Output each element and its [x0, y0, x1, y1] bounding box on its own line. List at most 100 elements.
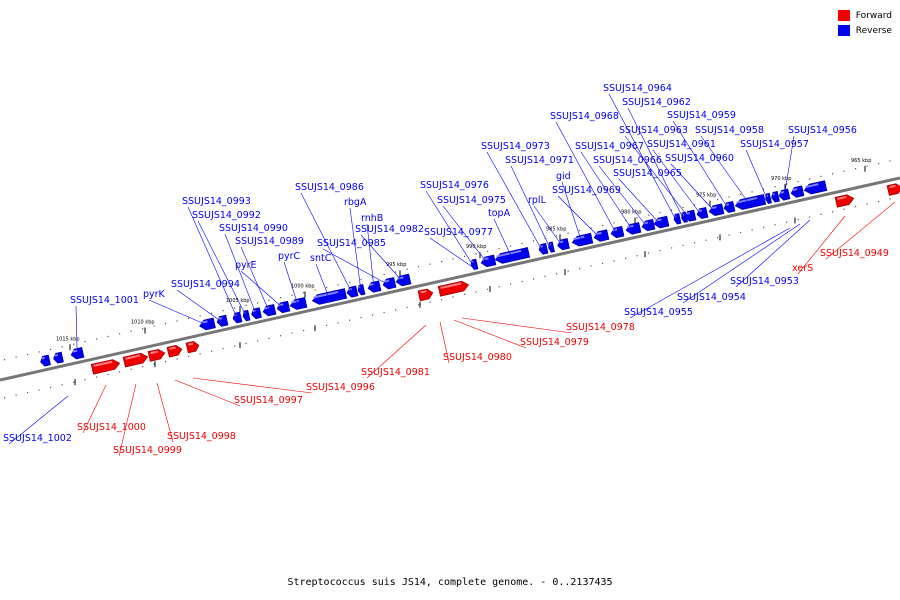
reverse-gene-label: pyrC — [278, 251, 301, 262]
axis-dot — [176, 320, 178, 322]
axis-dot — [498, 248, 500, 250]
reverse-gene-label-leader — [598, 165, 649, 229]
reverse-gene-label-leader — [608, 93, 678, 223]
axis-dot — [452, 296, 454, 298]
reverse-gene-label-leader — [349, 207, 362, 292]
genome-backbone — [0, 176, 900, 382]
axis-dot — [774, 186, 776, 188]
reverse-gene-label-leader — [425, 190, 475, 268]
axis-dot — [142, 328, 144, 330]
axis-dot — [763, 226, 765, 228]
axis-dot — [15, 394, 17, 396]
axis-dot — [579, 268, 581, 270]
axis-tick-label: 1010 kbp — [131, 319, 155, 325]
reverse-gene-label-leader — [187, 206, 238, 319]
axis-dot — [820, 213, 822, 215]
reverse-gene-label-leader — [486, 151, 544, 253]
reverse-gene-label-leader — [700, 135, 751, 206]
reverse-gene-label: rplL — [528, 195, 547, 206]
axis-dot — [303, 291, 305, 294]
forward-gene-label-leader — [825, 201, 896, 260]
reverse-gene-arrow — [242, 309, 251, 322]
reverse-gene-arrow — [571, 232, 594, 247]
reverse-gene-label: SSUJS14_0962 — [622, 97, 691, 108]
axis-dot — [510, 245, 512, 247]
axis-dot — [268, 337, 270, 339]
axis-dot — [199, 353, 201, 355]
axis-dot — [165, 322, 167, 325]
axis-dot — [717, 199, 719, 201]
axis-dot — [245, 342, 247, 345]
reverse-gene-label-leader — [315, 263, 330, 299]
axis-dot — [510, 283, 512, 285]
axis-dot — [360, 317, 362, 319]
reverse-gene-arrow — [470, 258, 479, 271]
reverse-gene-label-leader — [75, 305, 78, 349]
forward-gene-label: SSUJS14_0996 — [306, 382, 375, 393]
axis-dot — [613, 222, 615, 224]
reverse-gene-label-leader — [580, 151, 634, 232]
axis-dot — [188, 355, 190, 357]
legend: Forward Reverse — [837, 8, 892, 38]
axis-dot — [533, 278, 535, 280]
forward-gene-label-leader — [192, 377, 313, 394]
axis-dot — [751, 229, 753, 231]
axis-dot — [280, 297, 282, 299]
axis-dot — [50, 386, 52, 388]
axis-dot — [96, 376, 98, 378]
axis-dot — [4, 359, 6, 361]
reverse-gene-label-leader — [442, 205, 489, 265]
axis-dot — [832, 173, 834, 175]
forward-gene-label-leader — [82, 384, 107, 434]
axis-tick-label: 1015 kbp — [56, 336, 80, 342]
axis-dot — [786, 221, 788, 223]
reverse-gene-arrow — [346, 285, 359, 298]
axis-dot — [694, 242, 696, 244]
reverse-gene-label-leader — [240, 270, 284, 309]
reverse-gene-label-leader — [176, 289, 223, 323]
reverse-gene-label: gid — [556, 171, 571, 182]
forward-gene-arrow — [166, 345, 183, 358]
axis-dot — [176, 358, 178, 360]
legend-item-forward: Forward — [837, 8, 892, 23]
reverse-gene-label: SSUJS14_0973 — [481, 141, 550, 152]
axis-dot — [222, 310, 224, 312]
reverse-gene-label: SSUJS14_0963 — [619, 125, 688, 136]
forward-gene-arrow — [185, 341, 200, 354]
reverse-gene-label: SSUJS14_1002 — [3, 433, 72, 444]
axis-dot — [211, 350, 213, 352]
axis-dot — [475, 291, 477, 293]
reverse-gene-arrow — [696, 207, 709, 219]
reverse-gene-label-leader — [322, 248, 390, 286]
legend-label-reverse: Reverse — [855, 25, 892, 36]
axis-dot — [245, 304, 247, 307]
forward-gene-arrow — [147, 348, 166, 362]
axis-dot — [222, 348, 224, 350]
axis-dot — [130, 330, 132, 332]
reverse-gene-label: SSUJS14_0994 — [171, 279, 240, 290]
forward-gene-label: SSUJS14_0978 — [566, 322, 635, 333]
axis-dot — [153, 325, 155, 327]
reverse-gene-arrow — [681, 211, 688, 223]
axis-dot — [130, 368, 132, 370]
forward-gene-arrow — [834, 194, 855, 208]
axis-dot — [50, 348, 52, 350]
axis-dot — [625, 257, 627, 259]
reverse-gene-label-leader — [629, 227, 791, 319]
axis-dot — [763, 188, 765, 190]
reverse-gene-label: SSUJS14_0958 — [695, 125, 764, 136]
reverse-gene-label-leader — [224, 233, 257, 315]
reverse-gene-arrow — [262, 303, 277, 317]
axis-dot — [705, 239, 707, 241]
reverse-gene-label: SSUJS14_0959 — [667, 110, 736, 121]
reverse-gene-label: SSUJS14_0965 — [613, 168, 682, 179]
axis-dot — [533, 240, 535, 242]
axis-dot — [832, 211, 834, 213]
reverse-gene-label: SSUJS14_0955 — [624, 307, 693, 318]
reverse-gene-arrow — [70, 347, 85, 360]
axis-tick-label: 990 kbp — [466, 244, 486, 250]
forward-gene-arrow — [417, 288, 434, 302]
axis-dot — [659, 249, 661, 252]
reverse-gene-arrow — [494, 247, 531, 264]
axis-dot — [556, 273, 558, 275]
